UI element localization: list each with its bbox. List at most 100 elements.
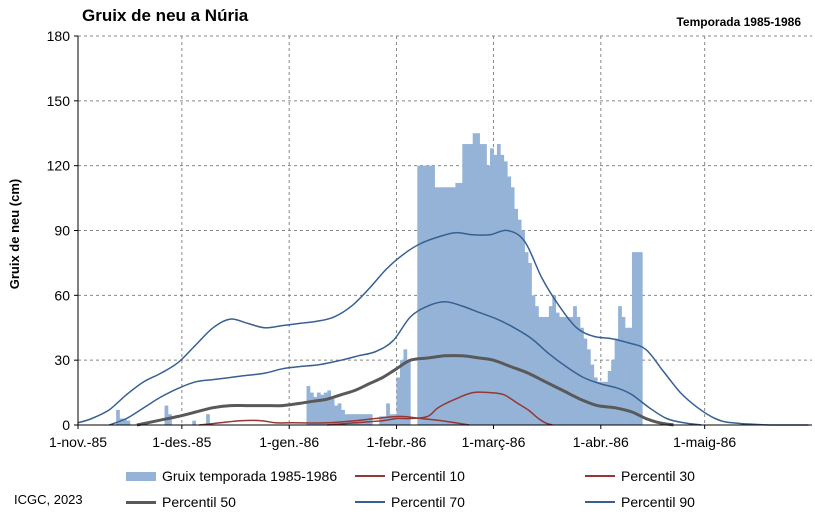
snow-depth-bar [448, 187, 453, 425]
y-tick-label: 120 [47, 158, 71, 174]
snow-depth-bar [434, 187, 439, 425]
snow-depth-bar [604, 381, 609, 425]
snow-depth-bar [431, 165, 435, 425]
snow-depth-bar [351, 414, 356, 425]
snow-depth-bar [541, 316, 546, 425]
snow-depth-bar [600, 381, 605, 425]
y-tick-label: 150 [47, 93, 71, 109]
snow-depth-bar [306, 386, 311, 425]
snow-depth-bar [573, 306, 577, 425]
snow-depth-bar [631, 252, 636, 425]
snow-depth-bar [638, 252, 643, 425]
percentile-lines [77, 229, 809, 427]
snow-depth-bar [403, 349, 408, 425]
snow-depth-bar [320, 394, 325, 425]
x-tick-label: 1-març-86 [462, 434, 526, 450]
snow-depth-bar [555, 312, 560, 425]
snow-depth-bar [566, 316, 570, 425]
snow-depth-bar [386, 403, 390, 425]
snow-depth-bar [614, 338, 619, 425]
snow-depth-bar [323, 392, 328, 425]
snow-depth-bar [316, 392, 321, 425]
snow-depth-bar [116, 409, 120, 425]
percentil-10-line [327, 391, 553, 426]
snow-depth-bar [206, 414, 210, 425]
percentil-30-line [199, 415, 470, 426]
percentil-90-line [77, 229, 809, 426]
snow-depth-bar [483, 144, 487, 426]
x-tick-label: 1-abr.-86 [573, 434, 629, 450]
snow-depth-bar [337, 403, 342, 425]
percentil-50-line [136, 354, 674, 427]
snow-depth-bar [458, 182, 463, 425]
snow-depth-bar [441, 187, 446, 425]
snow-depth-bar [507, 176, 512, 425]
snow-depth-bar [607, 370, 612, 425]
snow-depth-bar [330, 399, 335, 425]
snow-depth-bar [548, 306, 553, 425]
snow-depth-bar [562, 316, 567, 425]
snow-depth-bar [417, 165, 422, 425]
axes: 0 30 60 90 120 150 180 1-nov.-85 1-des.-85 1-gen.… [47, 28, 812, 450]
y-tick-label: 60 [54, 287, 70, 303]
snow-depth-bar [334, 405, 338, 425]
snow-depth-bar [635, 252, 640, 425]
snow-depth-bar [590, 364, 595, 425]
snow-depth-bar [123, 418, 127, 425]
snow-depth-bar [514, 208, 519, 425]
snow-depth-bar [472, 133, 477, 425]
snow-depth-bar [476, 133, 480, 425]
snow-depth-bar [354, 414, 359, 425]
snow-depth-bar [552, 295, 557, 425]
snow-depth-bar [538, 316, 543, 425]
snow-depth-bar [611, 360, 615, 425]
snow-depth-bar [490, 148, 494, 425]
x-tick-label: 1-febr.-86 [367, 434, 427, 450]
percentil-70-line [108, 301, 702, 426]
y-tick-label: 0 [62, 417, 70, 433]
snow-depth-bar [427, 165, 432, 425]
snow-depth-bar [309, 392, 314, 425]
snow-depth-bar [621, 316, 626, 425]
snow-depth-bar [559, 316, 564, 425]
credit-text: ICGC, 2023 [14, 492, 83, 507]
snow-depth-bar [524, 252, 529, 425]
x-tick-label: 1-des.-85 [152, 434, 211, 450]
snow-depth-bar [528, 262, 532, 425]
snow-depth-bar [545, 316, 550, 425]
y-axis-label: Gruix de neu (cm) [7, 179, 22, 290]
snow-depth-bar [531, 295, 536, 425]
snow-depth-bar [451, 187, 456, 425]
snow-depth-bar [586, 349, 591, 425]
snow-depth-bar [479, 144, 484, 426]
snow-depth-bar [535, 306, 539, 425]
snow-depth-bar [583, 338, 588, 425]
snow-depth-bars [116, 133, 643, 426]
snow-depth-bar [521, 230, 525, 425]
snow-depth-bar [486, 165, 491, 425]
y-tick-label: 90 [54, 223, 70, 239]
x-tick-label: 1-gen.-86 [259, 434, 319, 450]
snow-depth-bar [510, 187, 515, 425]
snow-depth-bar [469, 144, 473, 426]
snow-depth-bar [593, 377, 598, 425]
snow-depth-bar [500, 154, 505, 425]
snow-depth-bar [576, 316, 581, 425]
snow-depth-bar [462, 144, 467, 426]
snow-depth-bar [465, 144, 470, 426]
snow-depth-bar [618, 306, 622, 425]
snow-depth-bar [406, 360, 411, 425]
snow-depth-bar [348, 414, 352, 425]
snow-depth-bar [424, 165, 428, 425]
snow-depth-bar [396, 377, 401, 425]
snow-depth-bar [597, 381, 602, 425]
snow-depth-bar [119, 418, 124, 425]
snow-depth-bar [493, 154, 498, 425]
y-tick-label: 30 [54, 352, 70, 368]
snow-depth-bar [625, 327, 629, 425]
snow-depth-bar [341, 409, 345, 425]
snow-depth-bar [344, 414, 349, 425]
snow-depth-bar [399, 360, 404, 425]
snow-depth-bar [313, 396, 318, 425]
snow-depth-bar [420, 165, 425, 425]
